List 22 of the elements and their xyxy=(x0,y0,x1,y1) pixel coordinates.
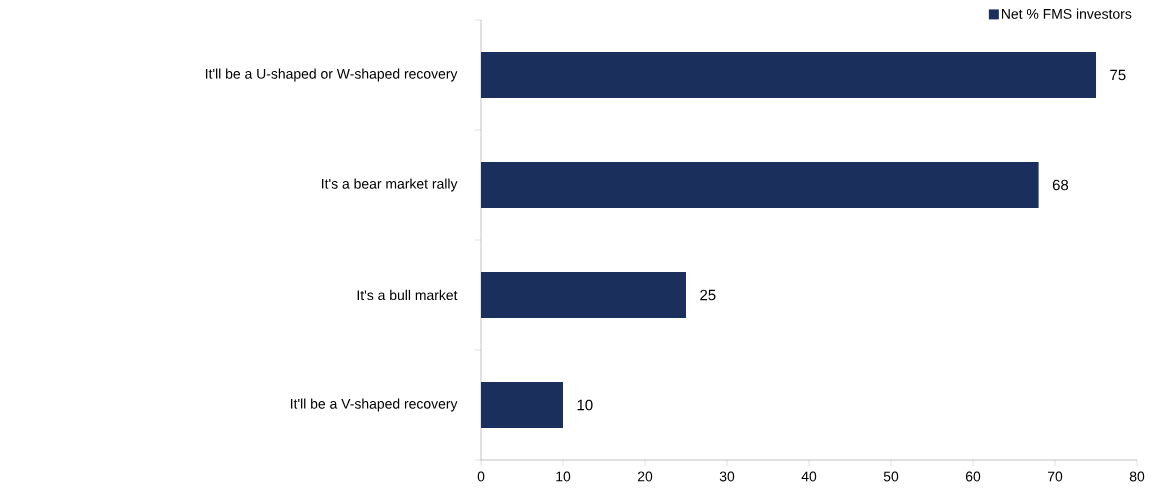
bar xyxy=(481,51,1097,98)
x-tick-label: 50 xyxy=(883,471,899,482)
data-label: 75 xyxy=(1110,69,1126,81)
legend-label: Net % FMS investors xyxy=(1001,8,1132,19)
y-tick-label: It's a bear market rally xyxy=(322,178,458,192)
data-label: 10 xyxy=(577,399,593,411)
data-label: 25 xyxy=(700,289,716,301)
x-tick-label: 40 xyxy=(801,471,817,482)
x-tick-label: 60 xyxy=(965,471,981,482)
x-tick-label: 70 xyxy=(1047,471,1063,482)
bar xyxy=(481,161,1039,208)
y-tick-label: It's a bull market xyxy=(357,289,458,301)
x-tick-label: 80 xyxy=(1129,471,1145,482)
bar xyxy=(481,271,687,318)
bar xyxy=(481,381,564,428)
x-tick-label: 30 xyxy=(719,471,735,482)
x-tick-label: 10 xyxy=(556,471,571,482)
y-tick-label: It'll be a U-shaped or W-shaped recovery xyxy=(205,68,458,82)
data-label: 68 xyxy=(1052,179,1069,191)
x-tick-label: 20 xyxy=(637,471,653,482)
x-tick-label: 0 xyxy=(477,471,485,482)
y-tick-label: It'll be a V-shaped recovery xyxy=(290,398,458,412)
